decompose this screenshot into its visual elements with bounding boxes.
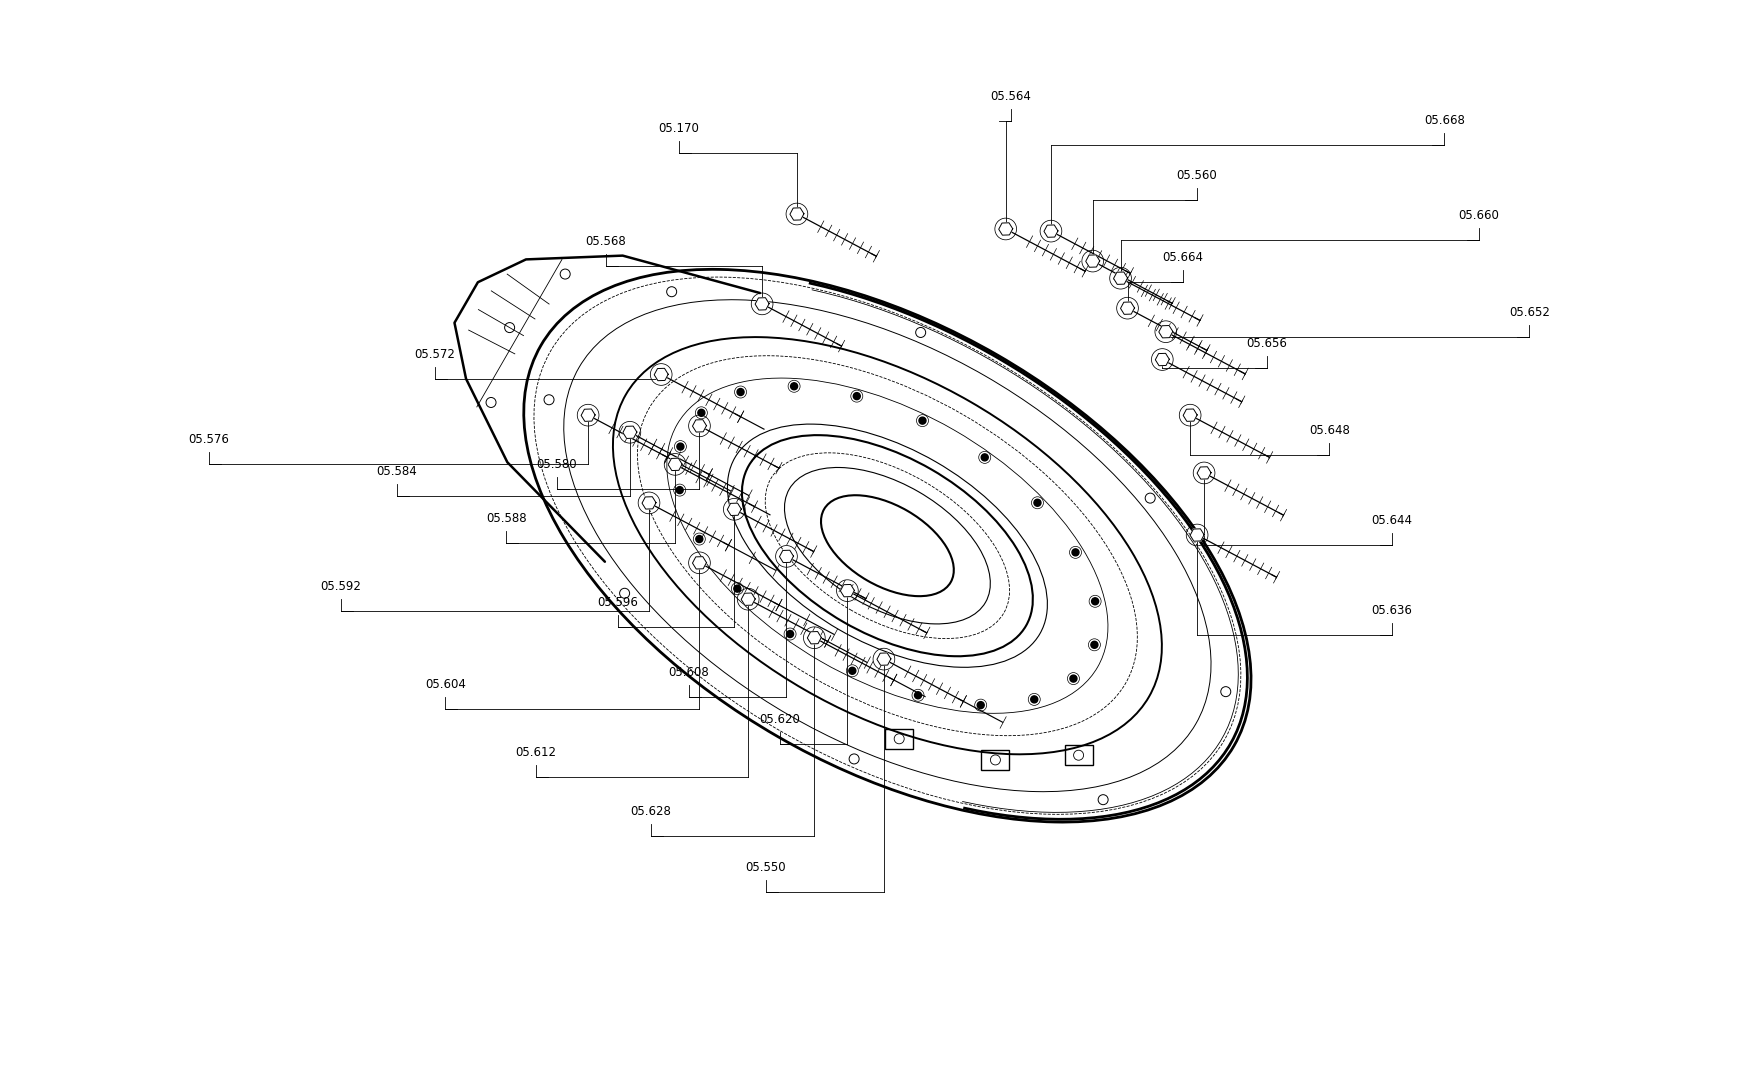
Circle shape bbox=[790, 383, 796, 389]
Bar bbox=[885, 729, 913, 749]
Polygon shape bbox=[807, 631, 821, 644]
Polygon shape bbox=[741, 593, 755, 606]
Text: 05.584: 05.584 bbox=[376, 464, 417, 477]
Text: 05.592: 05.592 bbox=[320, 580, 362, 593]
Text: 05.612: 05.612 bbox=[515, 746, 556, 759]
Circle shape bbox=[1029, 696, 1036, 703]
Circle shape bbox=[696, 536, 703, 542]
Circle shape bbox=[1090, 641, 1097, 648]
Polygon shape bbox=[779, 550, 793, 563]
Circle shape bbox=[981, 454, 988, 461]
Circle shape bbox=[697, 410, 704, 416]
Text: 05.604: 05.604 bbox=[424, 677, 466, 690]
Polygon shape bbox=[1196, 467, 1210, 479]
Text: 05.564: 05.564 bbox=[989, 90, 1031, 103]
Text: 05.660: 05.660 bbox=[1457, 209, 1499, 221]
Polygon shape bbox=[1043, 225, 1057, 238]
Text: 05.668: 05.668 bbox=[1423, 113, 1464, 126]
Circle shape bbox=[1033, 500, 1040, 506]
Text: 05.568: 05.568 bbox=[584, 234, 626, 247]
Text: 05.580: 05.580 bbox=[536, 458, 577, 471]
Polygon shape bbox=[1189, 529, 1203, 541]
Polygon shape bbox=[692, 556, 706, 569]
Circle shape bbox=[918, 417, 925, 424]
Circle shape bbox=[734, 585, 741, 592]
Circle shape bbox=[1071, 549, 1078, 555]
Text: 05.588: 05.588 bbox=[485, 511, 527, 524]
Polygon shape bbox=[623, 426, 636, 439]
Circle shape bbox=[676, 487, 683, 493]
Polygon shape bbox=[668, 458, 682, 471]
Polygon shape bbox=[1155, 353, 1169, 366]
Text: 05.560: 05.560 bbox=[1176, 169, 1217, 182]
Polygon shape bbox=[642, 496, 656, 509]
Text: 05.608: 05.608 bbox=[668, 666, 710, 678]
Circle shape bbox=[1090, 598, 1097, 605]
Polygon shape bbox=[998, 223, 1012, 235]
Text: 05.644: 05.644 bbox=[1370, 514, 1412, 526]
Circle shape bbox=[915, 692, 922, 699]
Polygon shape bbox=[692, 419, 706, 432]
Polygon shape bbox=[654, 368, 668, 381]
Polygon shape bbox=[1113, 272, 1127, 285]
Text: 05.664: 05.664 bbox=[1162, 250, 1203, 263]
Circle shape bbox=[786, 630, 793, 638]
Polygon shape bbox=[1120, 302, 1134, 315]
Polygon shape bbox=[581, 409, 595, 422]
Polygon shape bbox=[755, 297, 769, 310]
Text: 05.648: 05.648 bbox=[1308, 424, 1349, 437]
Text: 05.636: 05.636 bbox=[1370, 603, 1412, 616]
Text: 05.620: 05.620 bbox=[758, 713, 800, 725]
Text: 05.170: 05.170 bbox=[657, 122, 699, 135]
Polygon shape bbox=[727, 503, 741, 516]
Text: 05.572: 05.572 bbox=[414, 348, 456, 361]
Bar bbox=[981, 750, 1009, 770]
Polygon shape bbox=[1085, 255, 1099, 268]
Text: 05.628: 05.628 bbox=[630, 805, 671, 817]
Polygon shape bbox=[1183, 409, 1196, 422]
Circle shape bbox=[737, 388, 744, 396]
Ellipse shape bbox=[520, 266, 1254, 825]
Circle shape bbox=[849, 668, 856, 674]
Circle shape bbox=[1069, 675, 1076, 682]
Circle shape bbox=[852, 393, 859, 399]
Bar bbox=[1064, 745, 1092, 765]
Text: 05.596: 05.596 bbox=[596, 596, 638, 609]
Circle shape bbox=[977, 702, 984, 708]
Polygon shape bbox=[876, 653, 890, 666]
Circle shape bbox=[676, 443, 683, 450]
Polygon shape bbox=[1158, 325, 1172, 338]
Text: 05.656: 05.656 bbox=[1245, 337, 1287, 350]
Text: 05.576: 05.576 bbox=[188, 432, 230, 445]
Polygon shape bbox=[840, 584, 854, 597]
Polygon shape bbox=[790, 208, 803, 220]
Text: 05.550: 05.550 bbox=[744, 860, 786, 873]
Text: 05.652: 05.652 bbox=[1508, 306, 1549, 319]
